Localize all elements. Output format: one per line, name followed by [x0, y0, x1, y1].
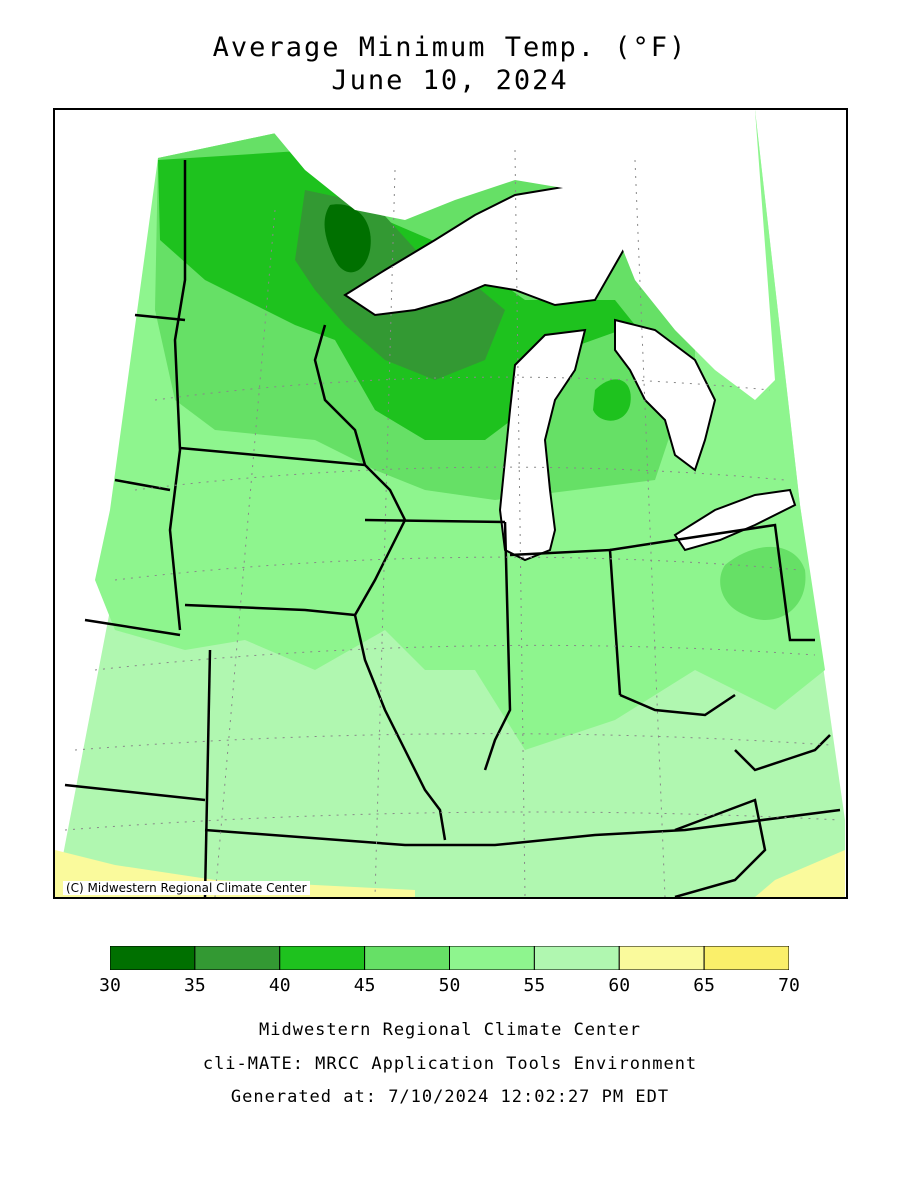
- lake-superior: [343, 183, 637, 317]
- map-date: June 10, 2024: [331, 65, 569, 96]
- color-legend: [109, 945, 790, 971]
- legend-tick-label: 45: [353, 975, 376, 996]
- map-panel: (C) Midwestern Regional Climate Center: [53, 108, 848, 899]
- legend-swatch: [364, 945, 450, 971]
- legend-tick-label: 60: [608, 975, 631, 996]
- legend-tick-label: 55: [523, 975, 546, 996]
- legend-tick-label: 65: [693, 975, 715, 996]
- footer-timestamp: Generated at: 7/10/2024 12:02:27 PM EDT: [230, 1087, 670, 1107]
- legend-tick-label: 50: [438, 975, 461, 996]
- map-title: Average Minimum Temp. (°F): [212, 32, 688, 63]
- canada-land: [255, 110, 775, 400]
- legend-swatch: [449, 945, 535, 971]
- lake-michigan: [498, 328, 587, 562]
- legend-swatch: [533, 945, 620, 971]
- temp-zone-30-35: [324, 204, 371, 273]
- copyright-notice: (C) Midwestern Regional Climate Center: [63, 881, 310, 895]
- temp-zone-40-45-michigan: [593, 379, 631, 421]
- lake-huron: [614, 318, 717, 472]
- lat-lon-grid: [64, 149, 841, 897]
- footer-tool: cli-MATE: MRCC Application Tools Environ…: [202, 1054, 698, 1074]
- temperature-map: [55, 110, 845, 897]
- state-boundaries: [64, 160, 841, 897]
- legend-swatch: [109, 945, 196, 971]
- legend-swatch: [703, 945, 790, 971]
- legend-tick-label: 40: [268, 975, 291, 996]
- legend-tick-label: 35: [184, 975, 206, 996]
- legend-tick-label: 30: [99, 975, 121, 996]
- temp-zone-60-65-east: [755, 850, 845, 897]
- legend-tick-label: 70: [778, 975, 800, 996]
- legend-swatch: [279, 945, 366, 971]
- legend-swatch: [194, 945, 281, 971]
- footer-org: Midwestern Regional Climate Center: [259, 1020, 641, 1040]
- legend-swatch: [618, 945, 705, 971]
